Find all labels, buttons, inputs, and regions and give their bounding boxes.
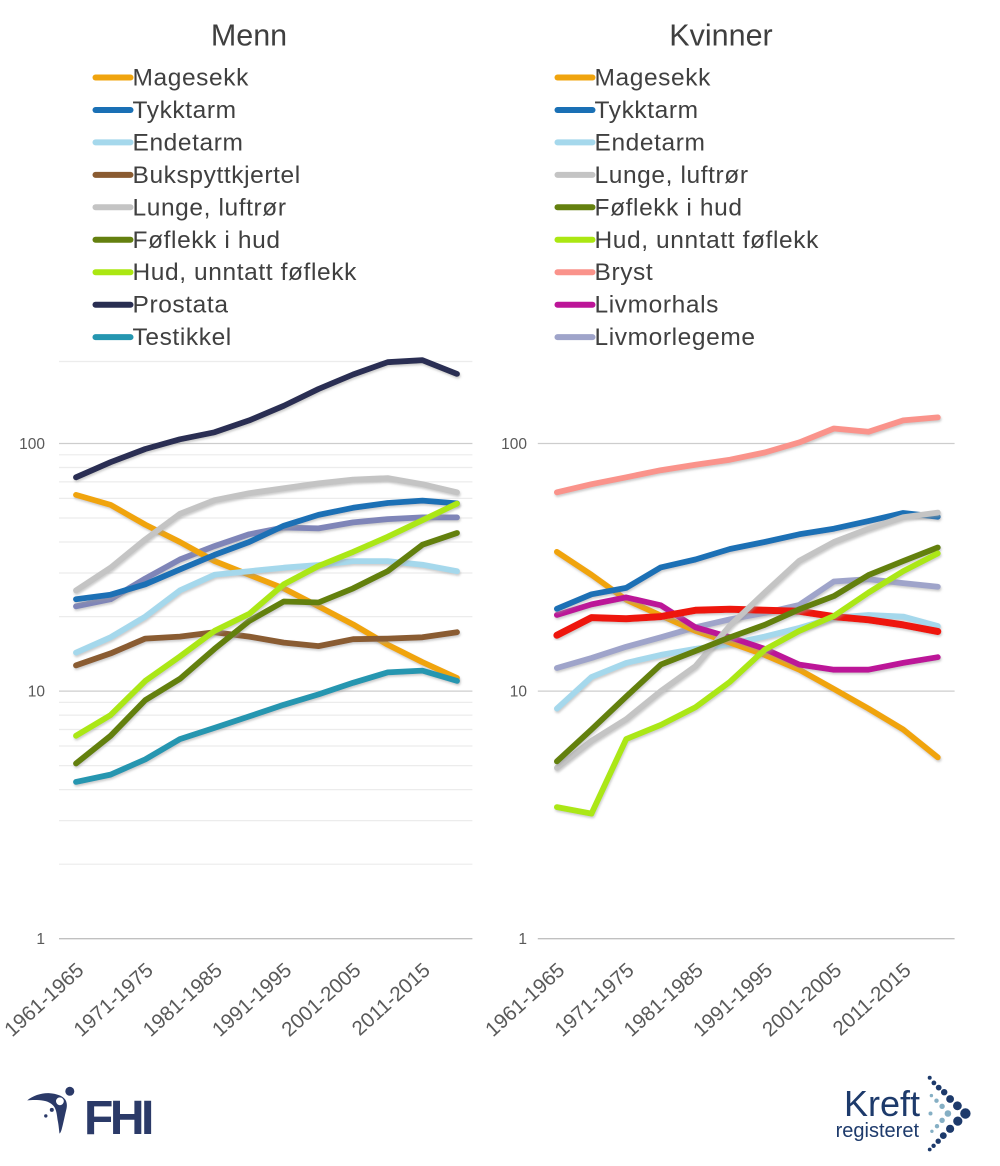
svg-text:10: 10	[28, 684, 46, 701]
svg-text:10: 10	[510, 684, 528, 701]
svg-text:registeret: registeret	[836, 1120, 920, 1142]
svg-text:100: 100	[501, 436, 527, 453]
svg-text:Kreft: Kreft	[844, 1083, 920, 1124]
svg-text:Magesekk: Magesekk	[133, 65, 250, 92]
svg-text:Kvinner: Kvinner	[669, 19, 772, 53]
svg-text:Prostata: Prostata	[133, 292, 229, 319]
svg-text:Føflekk i hud: Føflekk i hud	[133, 227, 281, 254]
svg-text:Tykktarm: Tykktarm	[595, 97, 699, 124]
svg-text:Føflekk i hud: Føflekk i hud	[595, 194, 743, 221]
svg-text:Magesekk: Magesekk	[595, 65, 712, 92]
svg-text:Lunge, luftrør: Lunge, luftrør	[595, 162, 749, 189]
svg-text:Hud, unntatt føflekk: Hud, unntatt føflekk	[595, 227, 820, 254]
svg-text:Lunge, luftrør: Lunge, luftrør	[133, 194, 287, 221]
svg-text:Bukspyttkjertel: Bukspyttkjertel	[133, 162, 301, 189]
svg-text:Hud, unntatt føflekk: Hud, unntatt føflekk	[133, 259, 358, 286]
svg-text:Tykktarm: Tykktarm	[133, 97, 237, 124]
svg-text:Menn: Menn	[211, 19, 287, 53]
svg-text:Endetarm: Endetarm	[595, 129, 706, 156]
svg-text:FHI: FHI	[84, 1092, 152, 1145]
svg-text:100: 100	[19, 436, 45, 453]
svg-text:Livmorlegeme: Livmorlegeme	[595, 324, 756, 351]
svg-text:Testikkel: Testikkel	[133, 324, 232, 351]
svg-text:1: 1	[518, 931, 527, 948]
svg-text:Endetarm: Endetarm	[133, 129, 244, 156]
svg-text:Bryst: Bryst	[595, 259, 654, 286]
svg-text:1: 1	[36, 931, 45, 948]
svg-text:Livmorhals: Livmorhals	[595, 292, 719, 319]
